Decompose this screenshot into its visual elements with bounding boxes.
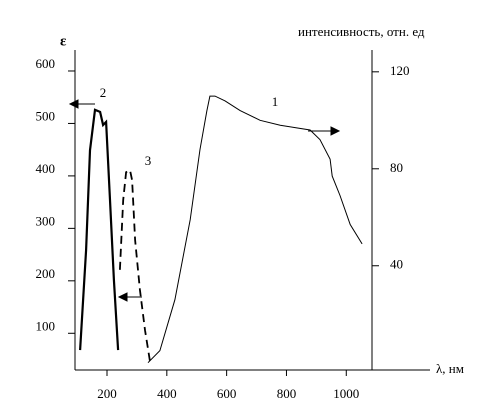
series-label: 1 — [272, 94, 279, 109]
x-tick-label: 600 — [217, 386, 237, 401]
line — [119, 168, 151, 363]
line — [79, 108, 120, 351]
y2-tick-label: 120 — [390, 63, 410, 78]
x-axis-label: λ, нм — [436, 361, 464, 376]
arrowhead — [330, 126, 341, 136]
y-tick-label: 600 — [36, 56, 56, 71]
arrows — [68, 99, 341, 302]
arrowhead — [68, 99, 79, 109]
y-tick-label: 100 — [36, 318, 56, 333]
y-tick-label: 500 — [36, 108, 56, 123]
y-axis-label: ε — [60, 33, 67, 49]
y2-tick-label: 40 — [390, 257, 403, 272]
x-tick-label: 1000 — [333, 386, 359, 401]
y2-tick-label: 80 — [390, 160, 403, 175]
y-tick-label: 200 — [36, 266, 56, 281]
x-tick-label: 200 — [97, 386, 117, 401]
series-label: 2 — [100, 85, 107, 100]
y2-axis-label: интенсивность, отн. ед — [298, 24, 425, 39]
arrowhead — [117, 292, 128, 302]
y-tick-label: 400 — [36, 161, 56, 176]
x-tick-label: 800 — [277, 386, 297, 401]
series-label: 3 — [145, 153, 152, 168]
line — [147, 95, 363, 364]
y-tick-label: 300 — [36, 213, 56, 228]
x-tick-label: 400 — [157, 386, 177, 401]
